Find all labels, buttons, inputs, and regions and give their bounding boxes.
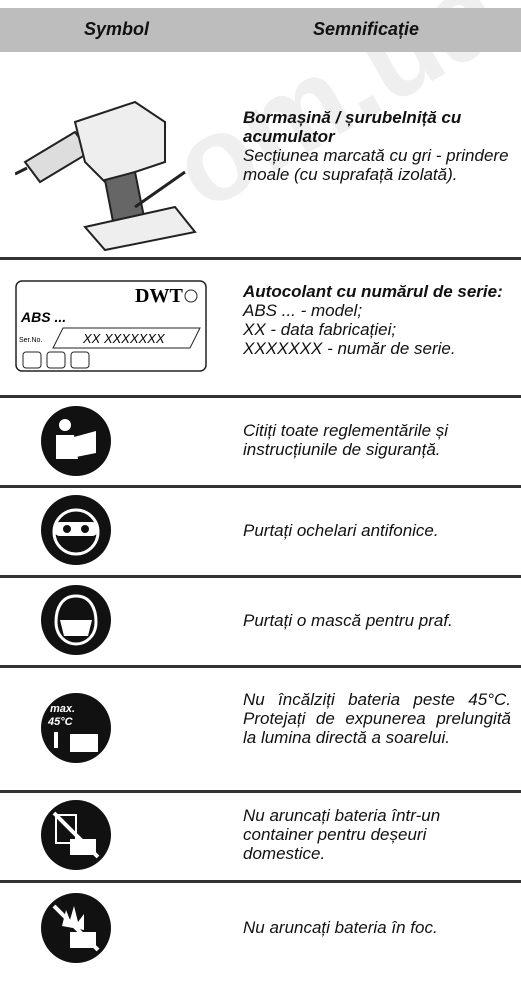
row-1-text: Bormașină / șurubelniță cu acumulator Se…	[243, 108, 511, 184]
row-separator	[0, 257, 521, 260]
row-separator	[0, 790, 521, 793]
row-text: Citiți toate reglementările și instrucți…	[243, 421, 449, 459]
table-header: Symbol Semnificație	[0, 8, 521, 52]
row-separator	[0, 880, 521, 883]
label-serial-caption: Ser.No.	[19, 337, 42, 344]
row-4-text: Purtați ochelari antifonice.	[243, 521, 511, 540]
row-separator	[0, 485, 521, 488]
label-serial: XX XXXXXXX	[82, 331, 166, 346]
row-7-text: Nu aruncați bateria într-un container pe…	[243, 806, 511, 863]
no-fire-icon	[41, 893, 111, 963]
row-5-text: Purtați o mască pentru praf.	[243, 611, 511, 630]
serial-label-icon: DWT ABS ... Ser.No. XX XXXXXXX	[15, 280, 207, 372]
row-line: XX - data fabricației;	[243, 320, 397, 339]
row-title: Autocolant cu numărul de serie:	[243, 282, 503, 301]
row-separator	[0, 665, 521, 668]
dust-mask-icon	[41, 585, 111, 655]
row-separator	[0, 395, 521, 398]
row-text: Purtați o mască pentru praf.	[243, 611, 453, 630]
row-line: XXXXXXX - număr de serie.	[243, 339, 456, 358]
row-separator	[0, 575, 521, 578]
row-text: Secțiunea marcată cu gri - prindere moal…	[243, 146, 509, 184]
row-text: Nu încălziți bateria peste 45°C. Proteja…	[243, 690, 511, 747]
row-8-text: Nu aruncați bateria în foc.	[243, 918, 511, 937]
row-line: ABS ... - model;	[243, 301, 363, 320]
drill-icon	[15, 100, 197, 252]
row-2-text: Autocolant cu numărul de serie: ABS ... …	[243, 282, 511, 358]
row-text: Purtați ochelari antifonice.	[243, 521, 439, 540]
row-text: Nu aruncați bateria într-un container pe…	[243, 806, 441, 863]
icon-text: max.	[50, 703, 75, 715]
label-brand: DWT	[135, 285, 183, 307]
read-manual-icon	[41, 406, 111, 476]
row-3-text: Citiți toate reglementările și instrucți…	[243, 421, 511, 459]
max-temperature-icon: max. 45°C	[41, 693, 111, 763]
header-symbol: Symbol	[84, 19, 150, 39]
row-title: Bormașină / șurubelniță cu acumulator	[243, 108, 462, 146]
no-trash-icon	[41, 800, 111, 870]
row-text: Nu aruncați bateria în foc.	[243, 918, 438, 937]
label-model: ABS ...	[20, 309, 66, 325]
header-meaning: Semnificație	[313, 19, 420, 39]
row-6-text: Nu încălziți bateria peste 45°C. Proteja…	[243, 690, 511, 747]
icon-text: 45°C	[47, 716, 74, 728]
goggles-icon	[41, 495, 111, 565]
